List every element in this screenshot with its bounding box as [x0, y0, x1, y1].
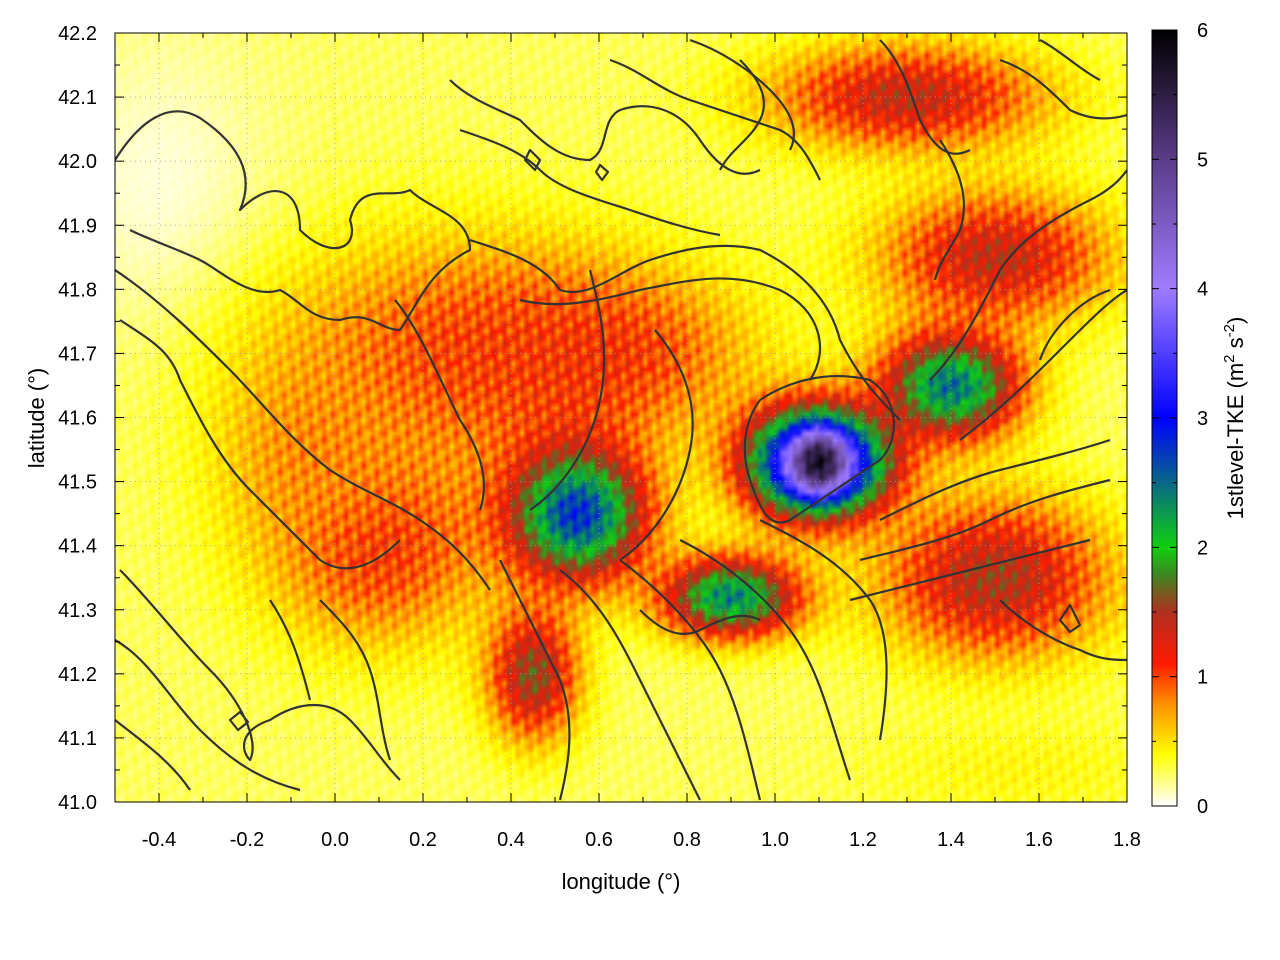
contour-line — [529, 269, 606, 511]
colorbar-title-end: ) — [1223, 317, 1248, 324]
contour-line — [394, 299, 485, 511]
x-tick-label: 0.4 — [497, 829, 525, 851]
contour-line — [999, 599, 1127, 662]
colorbar-title-sup: 2 — [1221, 354, 1238, 362]
colorbar-tick-label: 5 — [1197, 149, 1208, 171]
contour-line — [759, 519, 888, 741]
y-axis: 41.0 41.1 41.2 41.3 41.4 41.5 41.6 41.7 41.8 41.9… — [58, 23, 1127, 814]
contour-line — [619, 559, 762, 801]
contour-line — [859, 478, 1111, 562]
y-tick-label: 41.4 — [58, 536, 97, 558]
contour-line — [743, 374, 896, 524]
contour-line — [523, 148, 542, 172]
contour-line — [933, 139, 965, 281]
contour-line — [849, 538, 1091, 602]
contour-line — [609, 58, 821, 181]
x-tick-label: 1.2 — [849, 829, 877, 851]
y-tick-label: 41.3 — [58, 600, 97, 622]
y-tick-label: 42.0 — [58, 151, 97, 173]
contour-line — [879, 39, 971, 155]
x-tick-label: 0.2 — [409, 829, 437, 851]
y-tick-label: 41.1 — [58, 728, 97, 750]
x-tick-label: 0.6 — [585, 829, 613, 851]
contour-line — [228, 710, 250, 732]
contour-line — [879, 438, 1111, 521]
x-tick-label: 1.8 — [1113, 829, 1141, 851]
contour-line — [959, 289, 1127, 441]
contour-line — [689, 38, 795, 151]
grid-lines — [115, 33, 1127, 802]
contour-line — [679, 539, 852, 781]
contour-line — [449, 79, 761, 175]
y-tick-label: 41.6 — [58, 408, 97, 430]
contour-line — [929, 169, 1127, 381]
contour-line — [519, 277, 822, 381]
colorbar-tick-label: 4 — [1197, 279, 1208, 301]
colorbar-title-main: 1stlevel-TKE (m — [1223, 363, 1248, 519]
colorbar-tick-label: 6 — [1197, 20, 1208, 42]
y-tick-label: 41.5 — [58, 472, 97, 494]
x-tick-label: -0.4 — [142, 829, 176, 851]
y-tick-label: 41.7 — [58, 343, 97, 365]
contour-line — [594, 163, 610, 182]
x-tick-label: 0.0 — [321, 829, 349, 851]
x-tick-label: -0.2 — [230, 829, 264, 851]
contour-line — [119, 569, 401, 781]
y-axis-title: latitude (°) — [24, 368, 49, 469]
colorbar-tick-label: 0 — [1197, 796, 1208, 818]
terrain-contours — [115, 38, 1127, 801]
y-tick-label: 42.2 — [58, 23, 97, 45]
contour-line — [559, 569, 701, 801]
contour-line — [459, 128, 721, 237]
x-tick-label: 0.8 — [673, 829, 701, 851]
y-tick-label: 41.9 — [58, 215, 97, 237]
x-tick-label: 1.6 — [1025, 829, 1053, 851]
contour-line — [115, 639, 301, 792]
contour-line — [999, 58, 1127, 120]
colorbar-title: 1stlevel-TKE (m2 s-2) — [1221, 317, 1248, 520]
y-tick-label: 41.8 — [58, 279, 97, 301]
x-tick-label: 1.0 — [761, 829, 789, 851]
colorbar-axis: 0 1 2 3 4 5 6 — [1152, 20, 1208, 818]
contour-line — [269, 599, 312, 701]
y-tick-label: 42.1 — [58, 87, 97, 109]
contour-line — [469, 238, 901, 421]
x-axis-title: longitude (°) — [562, 869, 681, 894]
contour-line — [119, 319, 401, 570]
contour-line — [1039, 39, 1101, 81]
contour-line — [619, 329, 694, 561]
colorbar-tick-label: 2 — [1197, 537, 1208, 559]
contour-line — [115, 719, 191, 791]
colorbar-tick-label: 1 — [1197, 667, 1208, 689]
colorbar-tick-label: 3 — [1197, 408, 1208, 430]
contour-line — [115, 269, 491, 591]
contour-line — [1038, 288, 1111, 361]
y-tick-label: 41.0 — [58, 792, 97, 814]
x-tick-label: 1.4 — [937, 829, 965, 851]
colorbar-title-mid: s — [1223, 337, 1248, 354]
y-tick-label: 41.2 — [58, 664, 97, 686]
colorbar-title-sup: -2 — [1221, 324, 1238, 337]
contour-line — [499, 559, 571, 801]
contour-line — [115, 110, 472, 332]
x-axis: -0.4 -0.2 0.0 0.2 0.4 0.6 0.8 1.0 1.2 1.4 1.6 1.8 — [142, 33, 1141, 851]
contour-line — [1058, 603, 1082, 634]
contour-line — [319, 599, 392, 761]
contour-line — [639, 609, 761, 635]
contour-line — [719, 59, 765, 171]
